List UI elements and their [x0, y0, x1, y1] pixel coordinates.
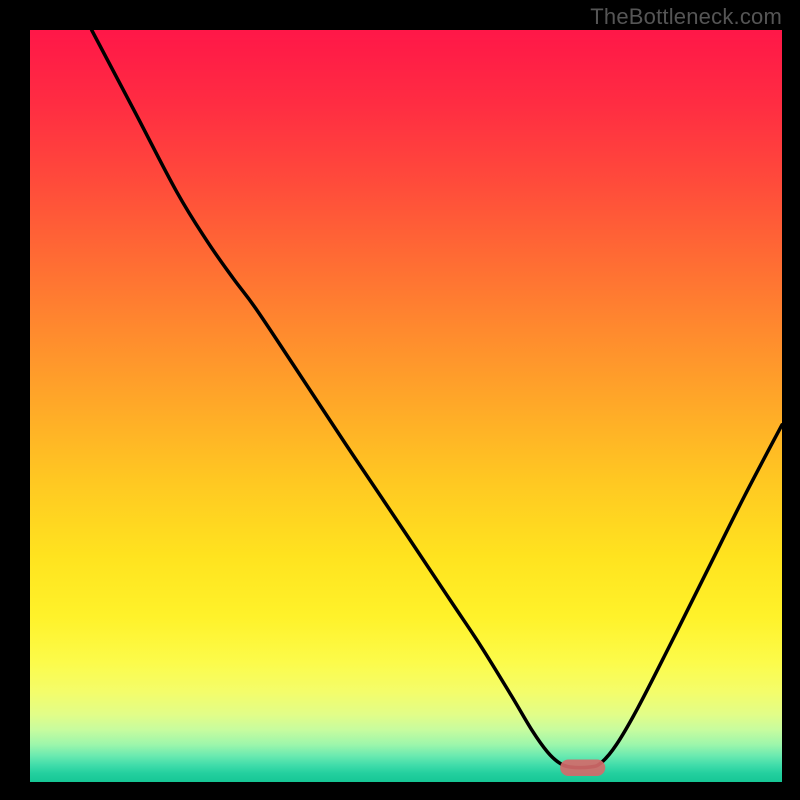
gradient-background: [30, 30, 782, 782]
plot-area: [30, 30, 782, 782]
watermark-text: TheBottleneck.com: [590, 4, 782, 30]
chart-frame: TheBottleneck.com: [0, 0, 800, 800]
optimal-point-marker: [560, 759, 605, 776]
plot-svg: [30, 30, 782, 782]
